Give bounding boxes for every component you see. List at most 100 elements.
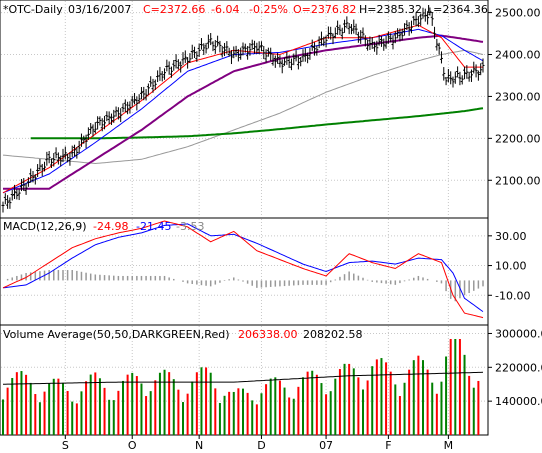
price-bar	[109, 113, 113, 125]
volume-bar	[348, 363, 351, 435]
price-bar	[183, 50, 187, 63]
price-bar	[338, 24, 342, 35]
price-bar	[299, 57, 303, 67]
volume-bar	[292, 398, 295, 435]
price-bar	[232, 46, 236, 59]
price-bar	[276, 52, 280, 64]
price-series	[1, 7, 485, 213]
macd-grid	[1, 219, 487, 324]
volume-bar	[255, 404, 258, 435]
volume-bar	[403, 382, 406, 435]
price-bar	[26, 177, 30, 187]
volume-average-line	[3, 371, 484, 385]
x-tick-label: 07	[319, 439, 333, 452]
price-bar	[283, 57, 287, 66]
price-bar	[349, 24, 353, 35]
volume-bar	[218, 402, 221, 435]
ma-purple-moving-average-line	[3, 34, 484, 190]
price-bar	[146, 83, 150, 95]
price-bar	[430, 12, 434, 26]
price-bar	[315, 45, 319, 56]
price-grid	[1, 1, 487, 217]
price-bar	[421, 7, 425, 19]
price-bar	[246, 46, 250, 60]
volume-bar	[38, 402, 41, 435]
price-bar	[391, 35, 395, 50]
price-bar	[188, 53, 192, 63]
price-bar	[442, 67, 446, 81]
y-tick-label: 300000.00	[495, 327, 542, 340]
volume-bar	[158, 372, 161, 435]
y-tick-label: 30.00	[495, 230, 527, 243]
volume-bar	[302, 377, 304, 435]
price-bar	[280, 59, 284, 74]
price-bar	[262, 45, 266, 60]
price-bar	[82, 135, 86, 144]
volume-bar	[98, 378, 101, 435]
volume-bar	[320, 383, 323, 435]
price-bar	[119, 108, 123, 123]
price-bar	[414, 13, 418, 27]
ma-green-moving-average-line	[30, 107, 484, 140]
price-bar	[396, 28, 400, 39]
volume-bar	[380, 358, 383, 435]
price-bar	[426, 11, 430, 25]
price-bar	[31, 170, 35, 183]
volume-bar	[48, 383, 51, 435]
price-bar	[453, 71, 457, 84]
price-bar	[255, 42, 259, 54]
price-bar	[1, 201, 5, 213]
price-bar	[68, 152, 72, 166]
price-bar	[24, 182, 28, 195]
volume-bar	[477, 380, 480, 435]
price-bar	[437, 42, 441, 55]
volume-bar	[297, 386, 300, 435]
price-bar	[33, 174, 37, 185]
volume-bar	[112, 400, 115, 435]
volume-bar	[140, 383, 143, 435]
volume-bar	[232, 391, 235, 435]
x-tick-label: F	[385, 439, 391, 452]
volume-bar	[394, 384, 397, 435]
price-bar	[366, 39, 370, 51]
y-tick-label: 2100.00	[495, 174, 541, 187]
price-bar	[225, 41, 229, 54]
open-label: O=2376.82	[293, 3, 356, 16]
volume-bar	[25, 374, 28, 435]
price-bar	[359, 30, 363, 44]
price-bar	[310, 39, 314, 51]
volume-bar	[94, 372, 97, 435]
y-tick-label: 220000.00	[495, 361, 542, 374]
volume-bar	[278, 380, 281, 435]
volume-bar	[343, 363, 346, 435]
ma-gray-moving-average-line	[2, 49, 484, 165]
price-bar	[306, 52, 310, 64]
price-bar	[476, 70, 480, 81]
volume-bar	[135, 376, 138, 435]
price-bar	[130, 95, 134, 107]
volume-bar	[145, 396, 148, 435]
price-bar	[343, 19, 347, 33]
change-label: -6.04	[211, 3, 239, 16]
price-bar	[379, 36, 383, 47]
price-bar	[278, 55, 282, 68]
price-bar	[435, 38, 439, 51]
volume-bar	[66, 391, 69, 435]
price-bar	[195, 51, 199, 62]
price-bar	[84, 134, 88, 149]
y-tick-label: 2200.00	[495, 132, 541, 145]
price-bar	[43, 161, 47, 172]
price-bar	[373, 41, 377, 52]
price-bar	[3, 193, 7, 205]
price-bar	[386, 31, 390, 44]
price-bar	[460, 75, 464, 85]
price-bar	[172, 59, 176, 71]
volume-title: Volume Average(50,50,DARKGREEN,Red)	[3, 328, 230, 341]
price-bar	[66, 153, 70, 163]
volume-bar	[228, 391, 231, 435]
price-bar	[126, 101, 130, 115]
volume-bar	[315, 374, 318, 435]
price-bar	[287, 55, 291, 69]
volume-bar	[274, 377, 277, 435]
